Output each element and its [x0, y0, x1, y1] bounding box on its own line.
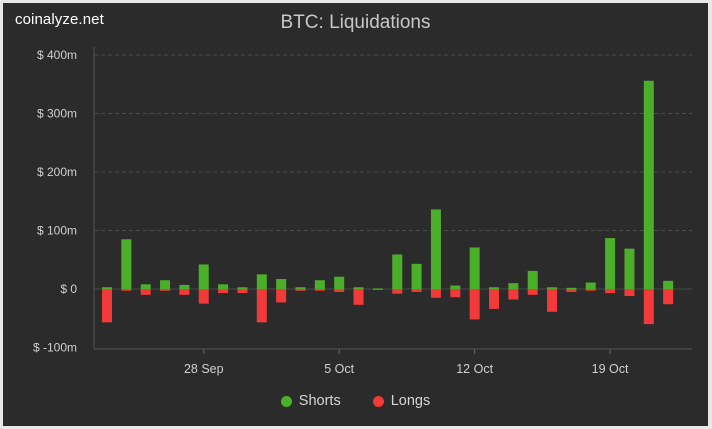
legend-label-longs: Longs: [390, 393, 431, 409]
x-tick-label: 19 Oct: [592, 362, 629, 376]
bar-longs[interactable]: [121, 289, 132, 291]
bar-longs[interactable]: [314, 289, 325, 291]
bar-longs[interactable]: [353, 289, 364, 305]
bar-shorts[interactable]: [469, 247, 480, 289]
bar-longs[interactable]: [237, 289, 248, 294]
bar-longs[interactable]: [585, 289, 596, 291]
y-axis: $ 400m $ 300m $ 200m $ 100m $ 0 $ -100m: [33, 47, 692, 355]
bar-shorts[interactable]: [489, 287, 499, 289]
bar-shorts[interactable]: [624, 248, 635, 289]
bar-longs[interactable]: [508, 289, 519, 300]
bar-shorts[interactable]: [121, 239, 132, 289]
bar-shorts[interactable]: [218, 284, 229, 289]
bar-longs[interactable]: [218, 289, 229, 294]
bar-shorts[interactable]: [102, 287, 112, 289]
bar-longs[interactable]: [140, 289, 151, 295]
y-tick-label: $ 100m: [37, 224, 77, 238]
bar-longs[interactable]: [334, 289, 345, 292]
bar-longs[interactable]: [392, 289, 403, 294]
bar-shorts[interactable]: [663, 280, 674, 289]
bar-longs[interactable]: [489, 289, 499, 309]
bar-shorts[interactable]: [256, 274, 267, 289]
bar-longs[interactable]: [663, 289, 674, 305]
bar-longs[interactable]: [527, 289, 538, 295]
brand-logo-text: coinalyze.net: [15, 11, 104, 28]
legend-item-shorts[interactable]: Shorts: [280, 393, 341, 409]
bar-shorts[interactable]: [605, 238, 616, 289]
bar-shorts[interactable]: [179, 284, 190, 289]
bar-shorts[interactable]: [276, 279, 287, 289]
y-tick-label: $ 0: [60, 282, 77, 296]
bar-longs[interactable]: [566, 289, 577, 292]
bar-longs[interactable]: [430, 289, 441, 298]
bar-shorts[interactable]: [160, 280, 171, 289]
bar-longs[interactable]: [276, 289, 287, 303]
bar-shorts[interactable]: [295, 287, 306, 289]
bar-shorts[interactable]: [430, 209, 441, 289]
y-tick-label: $ 400m: [37, 48, 77, 62]
bar-longs[interactable]: [256, 289, 267, 323]
x-axis: 28 Sep 5 Oct 12 Oct 19 Oct: [184, 349, 629, 376]
bar-longs[interactable]: [547, 289, 558, 312]
bar-shorts[interactable]: [198, 264, 209, 289]
bar-shorts[interactable]: [643, 80, 654, 290]
shorts-dot-icon: [280, 395, 292, 407]
bar-shorts[interactable]: [508, 283, 519, 289]
x-tick-label: 5 Oct: [324, 362, 354, 376]
bar-shorts[interactable]: [566, 287, 577, 289]
legend-item-longs[interactable]: Longs: [372, 393, 431, 409]
bar-shorts[interactable]: [140, 284, 151, 289]
bar-longs[interactable]: [372, 289, 383, 290]
bars: [102, 80, 674, 325]
x-tick-label: 12 Oct: [456, 362, 493, 376]
legend-label-shorts: Shorts: [298, 393, 341, 409]
bar-shorts[interactable]: [353, 287, 364, 289]
y-tick-label: $ 200m: [37, 165, 77, 179]
bar-longs[interactable]: [179, 289, 190, 295]
grid-lines: [94, 54, 692, 290]
bar-shorts[interactable]: [237, 287, 248, 289]
bar-longs[interactable]: [411, 289, 422, 292]
bar-longs[interactable]: [469, 289, 480, 320]
chart-panel: coinalyze.net BTC: Liquidations $ 400m $ …: [3, 3, 708, 426]
x-tick-label: 28 Sep: [184, 362, 224, 376]
chart-title: BTC: Liquidations: [280, 12, 431, 33]
liquidations-chart: $ 400m $ 300m $ 200m $ 100m $ 0 $ -100m 28 Se…: [33, 47, 692, 376]
bar-shorts[interactable]: [585, 282, 596, 289]
y-tick-label: $ 300m: [37, 107, 77, 121]
bar-shorts[interactable]: [527, 270, 538, 289]
bar-shorts[interactable]: [334, 276, 345, 289]
longs-dot-icon: [372, 395, 384, 407]
bar-shorts[interactable]: [450, 285, 461, 289]
y-tick-label: $ -100m: [33, 341, 77, 355]
bar-shorts[interactable]: [411, 263, 422, 289]
bar-shorts[interactable]: [392, 254, 403, 289]
bar-shorts[interactable]: [314, 280, 325, 289]
bar-longs[interactable]: [624, 289, 635, 297]
bar-shorts[interactable]: [547, 287, 558, 289]
bar-longs[interactable]: [198, 289, 209, 304]
bar-longs[interactable]: [295, 289, 306, 291]
bar-longs[interactable]: [643, 289, 654, 325]
bar-longs[interactable]: [605, 289, 616, 294]
bar-shorts[interactable]: [372, 288, 383, 290]
bar-longs[interactable]: [102, 289, 112, 323]
bar-longs[interactable]: [160, 289, 171, 291]
legend: Shorts Longs: [3, 393, 708, 409]
bar-longs[interactable]: [450, 289, 461, 298]
